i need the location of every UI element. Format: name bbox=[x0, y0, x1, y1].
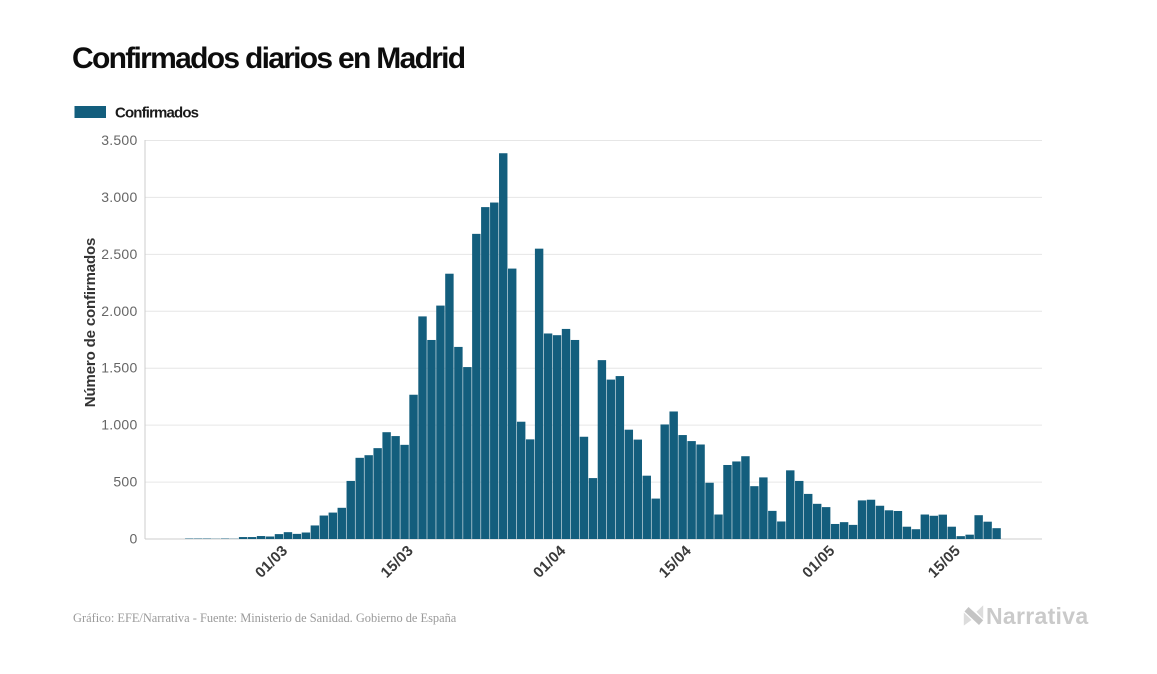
svg-text:Narrativa: Narrativa bbox=[986, 603, 1088, 629]
svg-text:2.000: 2.000 bbox=[101, 303, 137, 319]
svg-text:2.500: 2.500 bbox=[101, 246, 137, 262]
svg-text:Confirmados diarios en Madrid: Confirmados diarios en Madrid bbox=[72, 42, 465, 75]
svg-text:1.500: 1.500 bbox=[101, 360, 137, 376]
svg-text:1.000: 1.000 bbox=[101, 417, 137, 433]
svg-text:3.500: 3.500 bbox=[101, 132, 137, 148]
svg-text:0: 0 bbox=[129, 531, 137, 547]
svg-text:Gráfico: EFE/Narrativa - Fuent: Gráfico: EFE/Narrativa - Fuente: Ministe… bbox=[73, 611, 457, 625]
svg-text:Número de confirmados: Número de confirmados bbox=[82, 238, 99, 407]
svg-text:3.000: 3.000 bbox=[101, 189, 137, 205]
svg-text:Confirmados: Confirmados bbox=[115, 105, 199, 122]
svg-text:500: 500 bbox=[113, 474, 137, 490]
